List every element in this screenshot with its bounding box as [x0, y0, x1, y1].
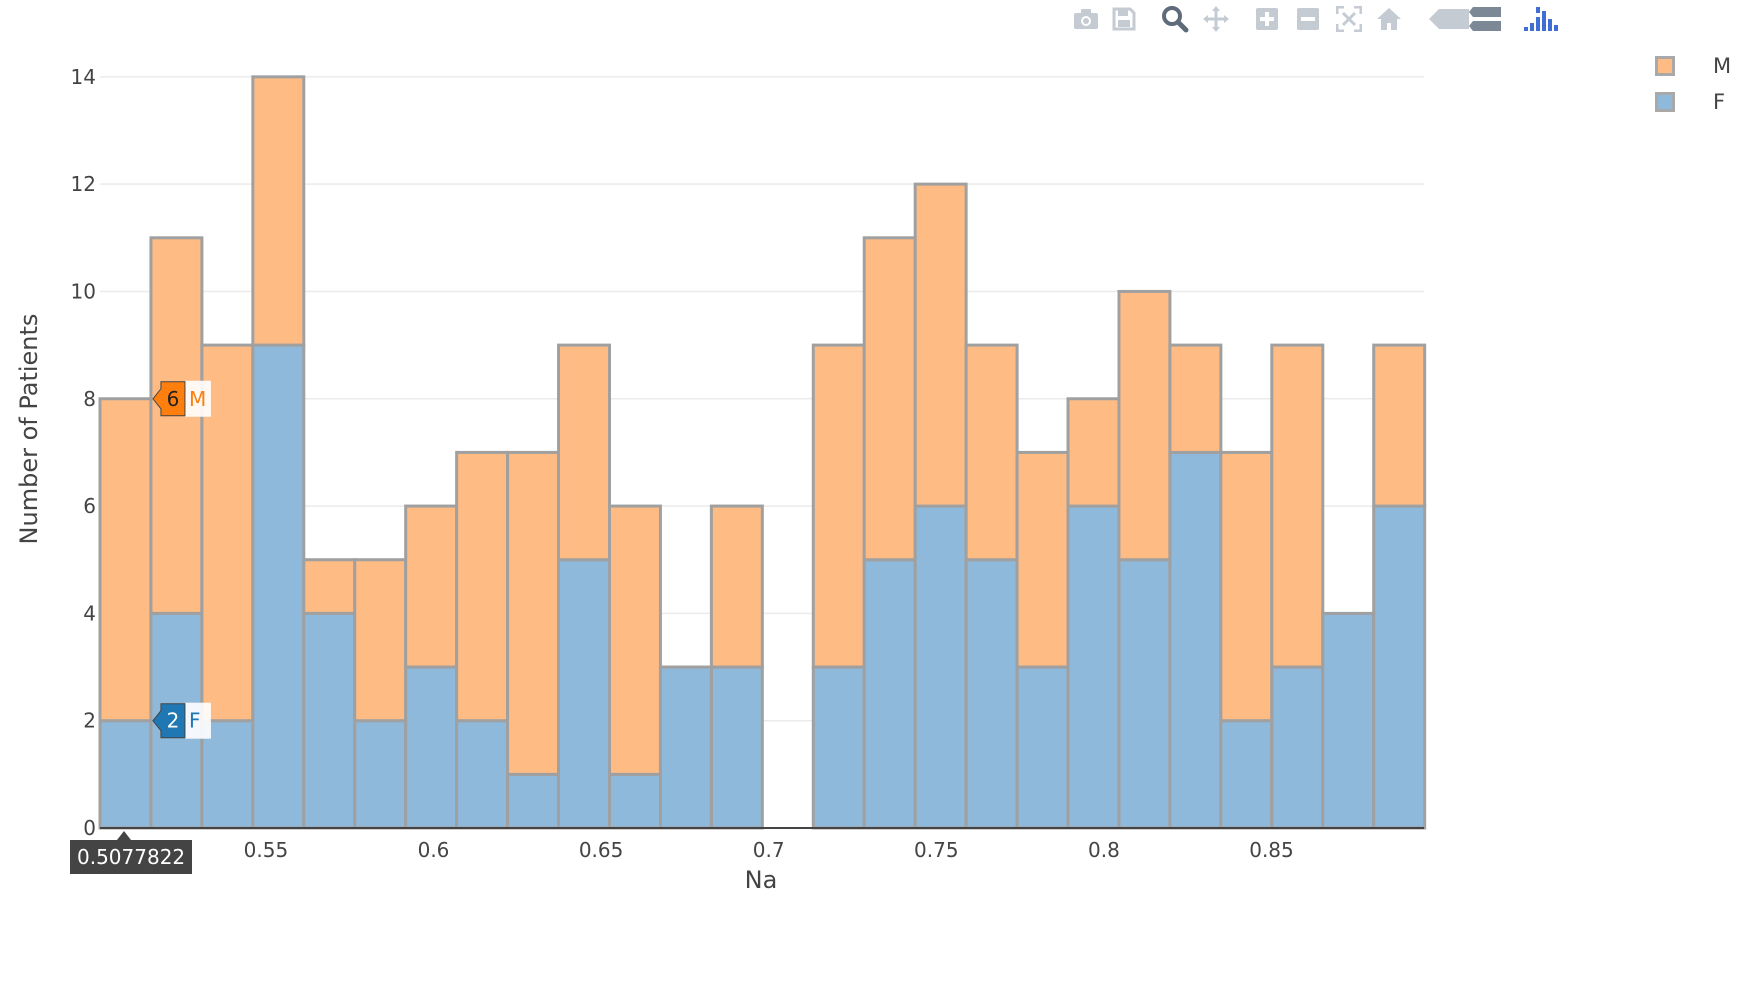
x-tick-label: 0.65	[579, 838, 624, 862]
legend-swatch-m	[1655, 56, 1675, 76]
bar-m-10	[607, 504, 662, 776]
bar-m-3	[251, 75, 306, 347]
bar-f-11	[658, 665, 713, 830]
bar-f-23	[1270, 665, 1325, 830]
bar-f-4	[302, 611, 357, 830]
bar-m-8	[506, 450, 561, 776]
hover-value: 2	[167, 709, 180, 733]
home-icon[interactable]	[1373, 4, 1405, 34]
x-axis-ticks: 0.55 0.6 0.65 0.7 0.75 0.8 0.85	[244, 838, 1294, 862]
hover-closest-icon[interactable]	[1426, 4, 1472, 34]
legend-item-f[interactable]: F	[1655, 88, 1755, 124]
bar-f-20	[1117, 558, 1172, 830]
bar-f-22	[1219, 719, 1274, 830]
bar-f-6	[404, 665, 459, 830]
hover-labels: 6 M 2 F	[117, 380, 211, 840]
bars	[98, 75, 1427, 830]
bar-f-17	[964, 558, 1019, 830]
legend-swatch-f	[1655, 92, 1675, 112]
bar-f-8	[506, 772, 561, 830]
hover-series-name: M	[189, 387, 206, 411]
bar-f-0	[98, 719, 153, 830]
bar-m-21	[1168, 343, 1223, 454]
hover-series-name: F	[189, 709, 201, 733]
bar-f-15	[862, 558, 917, 830]
save-icon[interactable]	[1108, 4, 1140, 34]
bar-m-22	[1219, 450, 1274, 723]
pan-icon[interactable]	[1200, 4, 1232, 34]
y-tick-label: 6	[83, 494, 96, 518]
bar-m-12	[709, 504, 764, 669]
bar-m-6	[404, 504, 459, 669]
bar-m-14	[811, 343, 866, 669]
zoom-icon[interactable]	[1159, 4, 1191, 34]
y-axis-ticks: 0 2 4 6 8 10 12 14	[71, 65, 96, 840]
hover-x-pointer	[117, 831, 131, 840]
bar-m-23	[1270, 343, 1325, 669]
bar-f-18	[1015, 665, 1070, 830]
bar-f-21	[1168, 450, 1223, 830]
hover-name-bg	[184, 702, 211, 739]
x-tick-label: 0.85	[1249, 838, 1294, 862]
y-tick-label: 0	[83, 816, 96, 840]
bar-m-9	[557, 343, 611, 562]
bar-m-20	[1117, 289, 1172, 562]
y-tick-label: 4	[83, 601, 96, 625]
bar-f-5	[353, 719, 408, 830]
x-tick-label: 0.75	[914, 838, 959, 862]
y-tick-label: 8	[83, 387, 96, 411]
hover-compare-icon[interactable]	[1466, 4, 1504, 34]
hover-pointer	[152, 703, 186, 739]
hover-value: 6	[167, 387, 180, 411]
x-tick-label: 0.8	[1088, 838, 1120, 862]
bar-m-18	[1015, 450, 1070, 669]
bar-m-4	[302, 558, 357, 615]
bar-f-9	[557, 558, 611, 830]
legend-label-f: F	[1713, 90, 1726, 114]
bar-f-3	[251, 343, 306, 830]
y-tick-label: 12	[71, 172, 96, 196]
bar-m-1	[149, 236, 204, 615]
x-tick-label: 0.7	[753, 838, 785, 862]
hover-name-bg	[184, 380, 211, 417]
bar-f-7	[455, 719, 510, 830]
bar-f-19	[1066, 504, 1121, 830]
bar-f-25	[1372, 504, 1427, 830]
bar-m-0	[98, 397, 153, 723]
bar-f-16	[913, 504, 968, 830]
y-tick-label: 10	[71, 279, 96, 303]
bar-m-17	[964, 343, 1019, 562]
plotly-logo-icon[interactable]	[1520, 4, 1564, 34]
bar-f-10	[607, 772, 662, 830]
y-tick-label: 2	[83, 709, 96, 733]
y-axis-title: Number of Patients	[15, 314, 43, 545]
legend: M F	[1655, 52, 1755, 124]
legend-item-m[interactable]: M	[1655, 52, 1755, 88]
zoom-in-icon[interactable]	[1251, 4, 1283, 34]
y-tick-label: 14	[71, 65, 96, 89]
autoscale-icon[interactable]	[1333, 4, 1365, 34]
bar-m-16	[913, 182, 968, 508]
camera-icon[interactable]	[1070, 4, 1102, 34]
legend-label-m: M	[1713, 54, 1732, 78]
bar-f-12	[709, 665, 764, 830]
x-tick-label: 0.55	[244, 838, 289, 862]
bar-m-7	[455, 450, 510, 723]
x-axis-title: Na	[745, 866, 778, 894]
x-tick-label: 0.6	[418, 838, 450, 862]
zoom-out-icon[interactable]	[1292, 4, 1324, 34]
bar-m-19	[1066, 397, 1121, 508]
bar-f-14	[811, 665, 866, 830]
bar-f-24	[1321, 611, 1376, 830]
hover-x-label: 0.5077822	[70, 840, 193, 874]
bar-m-15	[862, 236, 917, 562]
bar-m-25	[1372, 343, 1427, 508]
bar-m-5	[353, 558, 408, 723]
hover-pointer	[152, 381, 186, 417]
